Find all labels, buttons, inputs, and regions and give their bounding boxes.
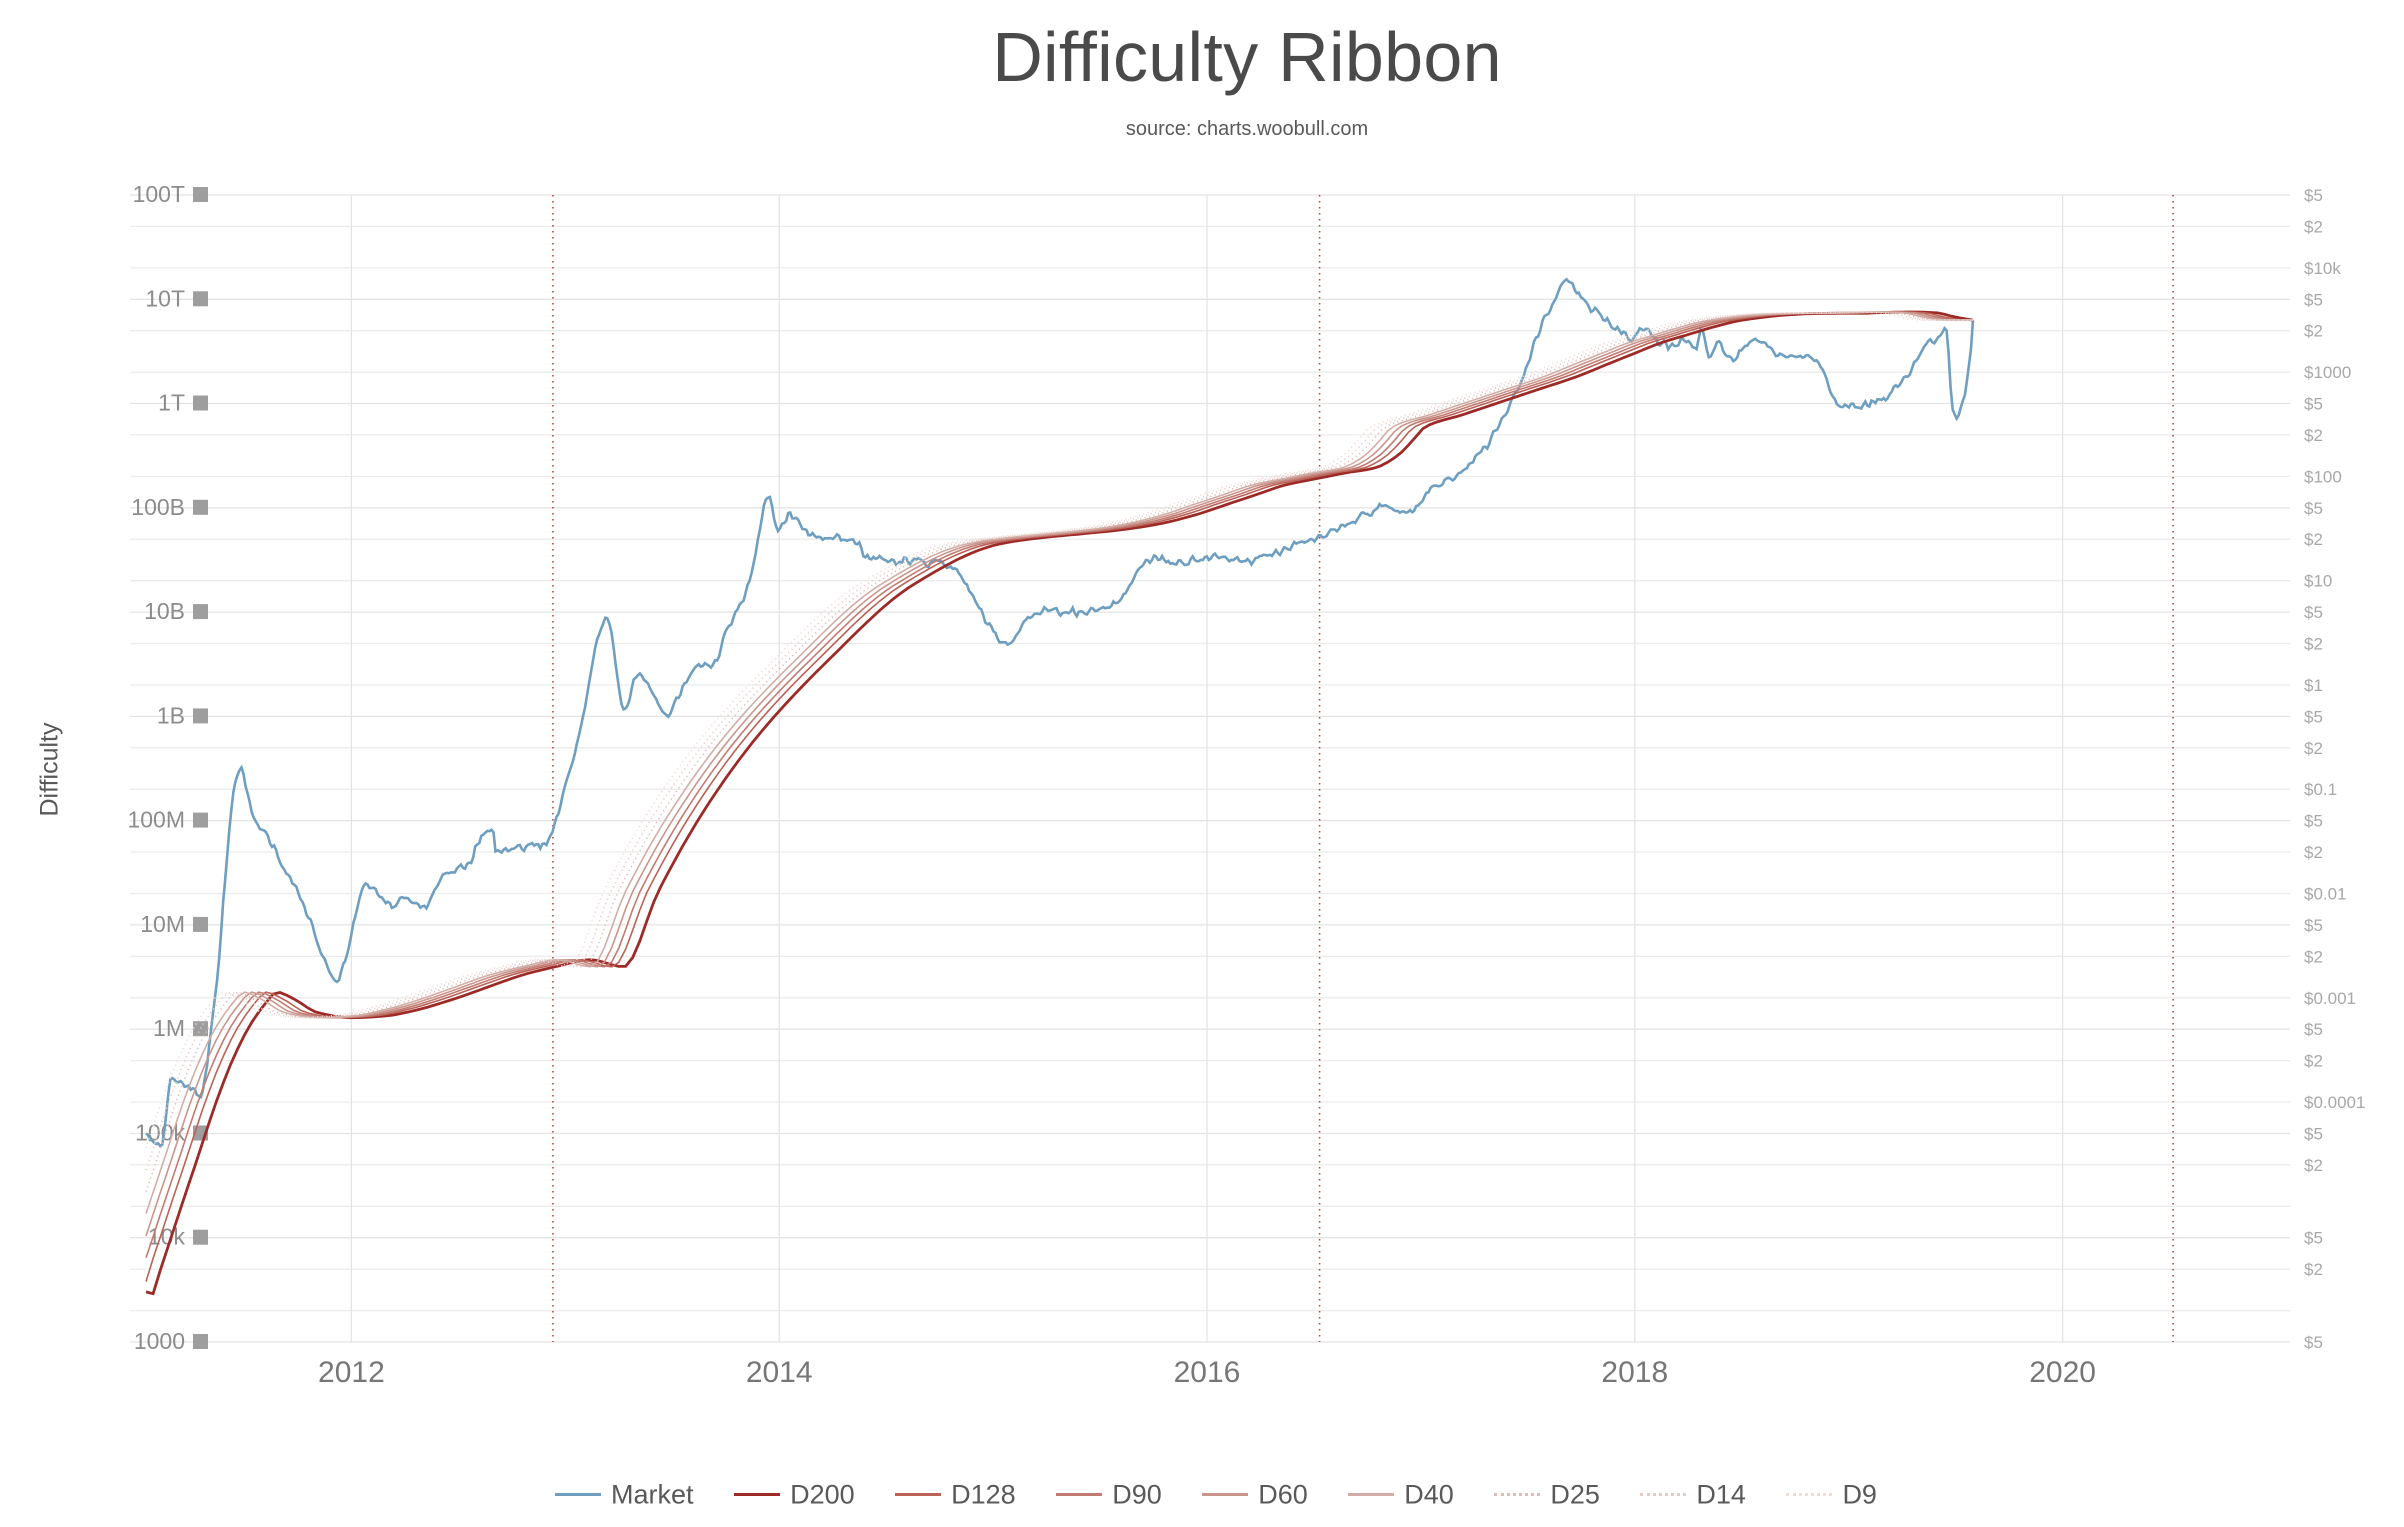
svg-text:2012: 2012 [318,1356,385,1389]
svg-text:$1: $1 [2304,676,2323,695]
svg-text:$0.0001: $0.0001 [2304,1093,2365,1112]
svg-text:$5: $5 [2304,186,2323,205]
svg-text:1T: 1T [158,390,185,416]
svg-text:$5: $5 [2304,499,2323,518]
svg-text:2018: 2018 [1601,1356,1668,1389]
svg-text:$5: $5 [2304,603,2323,622]
svg-text:$10k: $10k [2304,259,2341,278]
svg-text:1M: 1M [153,1015,185,1041]
svg-text:$5: $5 [2304,290,2323,309]
svg-text:1B: 1B [157,702,185,728]
svg-text:$5: $5 [2304,707,2323,726]
svg-text:100B: 100B [131,494,185,520]
svg-text:$5: $5 [2304,812,2323,831]
svg-text:$5: $5 [2304,1125,2323,1144]
svg-text:$5: $5 [2304,1020,2323,1039]
svg-text:10T: 10T [145,285,185,311]
svg-text:$5: $5 [2304,916,2323,935]
svg-text:$2: $2 [2304,426,2323,445]
svg-text:$0.001: $0.001 [2304,989,2356,1008]
svg-text:$0.1: $0.1 [2304,780,2337,799]
svg-text:$2: $2 [2304,947,2323,966]
svg-text:$2: $2 [2304,530,2323,549]
svg-text:$10: $10 [2304,572,2332,591]
svg-text:$2: $2 [2304,843,2323,862]
svg-text:10B: 10B [144,598,185,624]
svg-text:$2: $2 [2304,635,2323,654]
svg-text:2020: 2020 [2029,1356,2096,1389]
svg-text:$2: $2 [2304,1260,2323,1279]
svg-text:100T: 100T [133,181,185,207]
svg-text:$1000: $1000 [2304,363,2351,382]
svg-text:$5: $5 [2304,1333,2323,1352]
svg-text:$2: $2 [2304,217,2323,236]
svg-text:$100: $100 [2304,467,2342,486]
svg-text:$2: $2 [2304,739,2323,758]
svg-text:2014: 2014 [746,1356,813,1389]
svg-text:10M: 10M [140,911,185,937]
svg-text:$2: $2 [2304,1052,2323,1071]
svg-text:$5: $5 [2304,395,2323,414]
svg-text:$2: $2 [2304,322,2323,341]
svg-text:100M: 100M [127,807,185,833]
svg-text:$5: $5 [2304,1229,2323,1248]
svg-text:$2: $2 [2304,1156,2323,1175]
svg-text:2016: 2016 [1174,1356,1241,1389]
svg-text:1000: 1000 [134,1328,185,1354]
svg-text:$0.01: $0.01 [2304,885,2347,904]
